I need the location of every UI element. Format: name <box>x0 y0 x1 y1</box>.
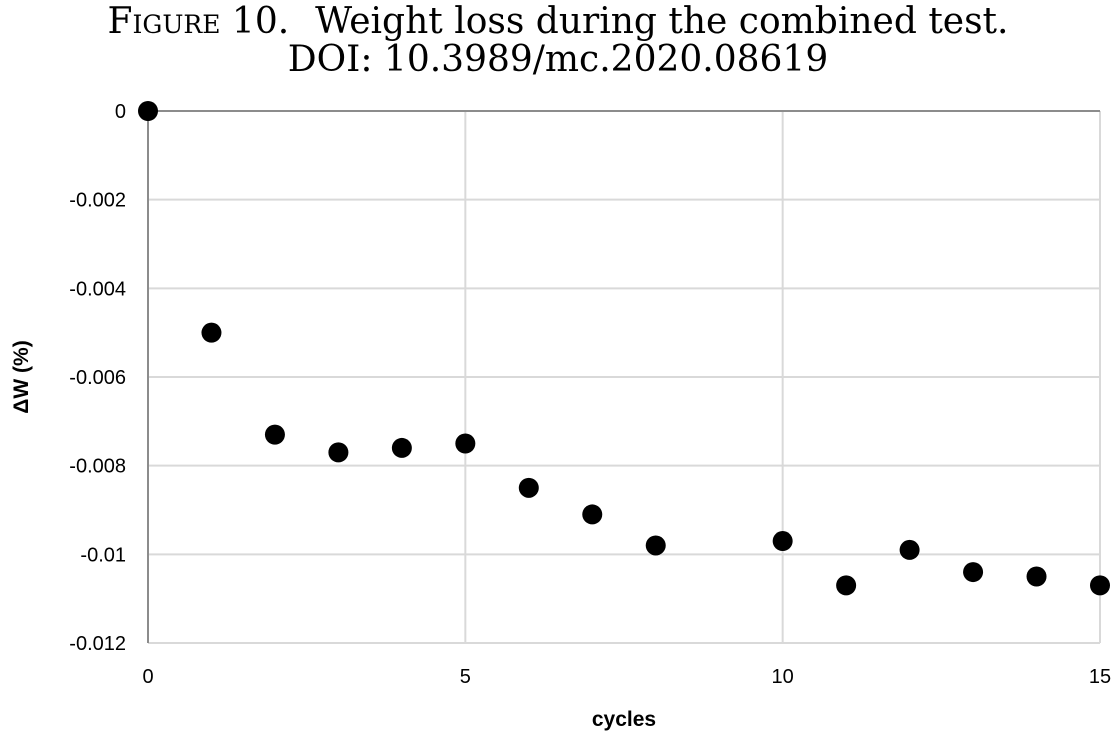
data-point-0-12 <box>963 562 984 583</box>
data-point-0-5 <box>455 433 476 454</box>
data-point-0-11 <box>899 539 920 560</box>
x-axis-title: cycles <box>592 708 656 731</box>
figure-label: Figure 10. <box>107 1 290 42</box>
y-tick-label-2: -0.004 <box>69 278 126 300</box>
data-point-0-4 <box>391 437 412 458</box>
data-point-0-3 <box>328 442 349 463</box>
caption-doi: DOI: 10.3989/mc.2020.08619 <box>287 39 829 80</box>
data-point-0-1 <box>201 322 222 343</box>
y-tick-label-6: -0.012 <box>69 633 126 655</box>
y-tick-label-4: -0.008 <box>69 456 126 478</box>
data-point-0-10 <box>836 575 857 596</box>
y-tick-label-1: -0.002 <box>69 190 126 212</box>
caption-title-line: Figure 10. Weight loss during the combine… <box>0 2 1116 42</box>
data-point-0-14 <box>1090 575 1110 596</box>
tick-labels: 0 -0.002 -0.004 -0.006 -0.008 -0.01 -0.012 0 5 10… <box>69 101 1111 688</box>
x-tick-label-0: 0 <box>142 666 153 688</box>
data-point-0-2 <box>264 424 285 445</box>
data-point-0-8 <box>645 535 666 556</box>
data-points <box>138 101 1110 596</box>
data-point-0-0 <box>138 101 158 121</box>
x-tick-label-1: 5 <box>460 666 471 688</box>
data-point-0-13 <box>1026 566 1047 587</box>
data-point-0-6 <box>518 477 539 498</box>
data-point-0-7 <box>582 504 603 525</box>
y-tick-label-5: -0.01 <box>80 544 126 566</box>
x-tick-label-3: 15 <box>1089 666 1111 688</box>
y-axis-title: ΔW (%) <box>10 340 33 413</box>
x-tick-label-2: 10 <box>772 666 794 688</box>
y-tick-label-0: 0 <box>115 101 126 123</box>
y-tick-label-3: -0.006 <box>69 367 126 389</box>
gridlines <box>148 111 1101 644</box>
caption-text: Weight loss during the combined test. <box>315 1 1009 42</box>
axes <box>147 110 1100 643</box>
data-point-0-9 <box>772 531 793 552</box>
